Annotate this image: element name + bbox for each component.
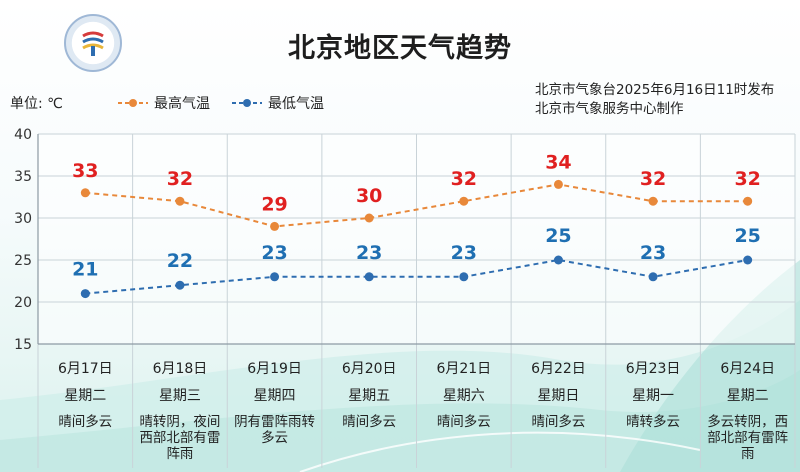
data-label-high: 32 [734, 168, 760, 190]
unit-label: 单位: ℃ [10, 96, 63, 112]
data-point-high [743, 196, 753, 206]
condition-cell: 阴有雷阵雨转 多云 [227, 414, 322, 446]
weekday-label: 星期二 [727, 388, 769, 404]
weekday-label: 星期四 [254, 388, 296, 404]
y-tick-label: 25 [14, 253, 32, 269]
condition-cell: 晴转阴，夜间 西部北部有雷 阵雨 [133, 414, 228, 462]
condition-line: 西部北部有雷 [139, 430, 221, 446]
data-point-high [270, 221, 280, 231]
data-label-low: 25 [545, 225, 571, 247]
condition-line: 晴间多云 [531, 414, 586, 430]
data-label-high: 29 [261, 193, 287, 215]
data-label-high: 30 [356, 185, 382, 207]
data-label-low: 23 [261, 242, 287, 264]
condition-line: 多云 [261, 430, 289, 446]
x-tick-label: 6月21日 [436, 361, 491, 377]
data-point-low [743, 255, 753, 265]
x-tick-label: 6月19日 [247, 361, 302, 377]
data-point-high [175, 196, 185, 206]
legend-high: 最高气温 [118, 93, 210, 113]
data-point-high [364, 213, 374, 223]
data-label-high: 32 [451, 168, 477, 190]
series-line-low [85, 258, 748, 295]
condition-line: 雨 [740, 446, 755, 462]
data-point-low [553, 255, 563, 265]
y-tick-label: 40 [14, 127, 32, 143]
data-label-low: 23 [640, 242, 666, 264]
x-tick-label: 6月20日 [342, 361, 397, 377]
weekday-label: 星期六 [443, 388, 485, 404]
x-tick-label: 6月23日 [626, 361, 681, 377]
data-label-low: 22 [167, 250, 193, 272]
x-tick-label: 6月24日 [720, 361, 775, 377]
x-tick-label: 6月17日 [58, 361, 113, 377]
condition-line: 多云转阴，西 [707, 414, 789, 430]
condition-line: 晴间多云 [342, 414, 397, 430]
series-line-high [85, 183, 748, 228]
condition-cell: 晴转多云 [606, 414, 701, 430]
weekday-label: 星期三 [159, 388, 201, 404]
weekday-label: 星期五 [348, 388, 390, 404]
data-label-low: 23 [356, 242, 382, 264]
y-tick-label: 15 [14, 337, 32, 353]
weekday-label: 星期一 [632, 388, 674, 404]
condition-line: 阴有雷阵雨转 [234, 414, 316, 430]
x-tick-label: 6月22日 [531, 361, 586, 377]
y-tick-label: 30 [14, 211, 32, 227]
data-label-low: 25 [734, 225, 760, 247]
data-label-high: 34 [545, 151, 571, 173]
condition-cell: 晴间多云 [322, 414, 417, 430]
legend-low-label: 最低气温 [268, 96, 324, 112]
legend-high-label: 最高气温 [154, 96, 210, 112]
data-point-low [648, 272, 658, 282]
legend-high-marker [118, 99, 148, 107]
logo-emblem-icon [77, 27, 109, 59]
data-point-high [648, 196, 658, 206]
meteorological-logo [64, 14, 122, 72]
condition-line: 阵雨 [166, 446, 194, 462]
issuer-line-1: 北京市气象台2025年6月16日11时发布 [535, 82, 775, 98]
condition-line: 晴间多云 [58, 414, 113, 430]
data-point-high [459, 196, 469, 206]
condition-line: 部北部有雷阵 [707, 430, 789, 446]
issuer-info: 北京市气象台2025年6月16日11时发布 北京市气象服务中心制作 [535, 81, 774, 119]
data-label-low: 23 [451, 242, 477, 264]
y-tick-label: 35 [14, 169, 32, 185]
data-point-low [175, 280, 185, 290]
y-tick-label: 20 [14, 295, 32, 311]
legend-low-marker [232, 99, 262, 107]
condition-line: 晴间多云 [436, 414, 491, 430]
x-tick-label: 6月18日 [153, 361, 208, 377]
condition-cell: 晴间多云 [417, 414, 512, 430]
data-label-low: 21 [72, 259, 98, 281]
condition-cell: 晴间多云 [38, 414, 133, 430]
data-point-low [459, 272, 469, 282]
weekday-label: 星期日 [537, 388, 579, 404]
data-point-high [80, 188, 90, 198]
data-point-high [553, 179, 563, 189]
data-label-high: 32 [640, 168, 666, 190]
data-label-high: 33 [72, 160, 98, 182]
condition-line: 晴转多云 [626, 414, 681, 430]
condition-cell: 晴间多云 [511, 414, 606, 430]
page-title: 北京地区天气趋势 [288, 33, 512, 64]
data-point-low [80, 289, 90, 299]
weekday-label: 星期二 [64, 388, 106, 404]
condition-line: 晴转阴，夜间 [139, 414, 221, 430]
issuer-line-2: 北京市气象服务中心制作 [535, 101, 684, 117]
data-point-low [270, 272, 280, 282]
data-point-low [364, 272, 374, 282]
data-label-high: 32 [167, 168, 193, 190]
legend-low: 最低气温 [232, 93, 324, 113]
condition-cell: 多云转阴，西 部北部有雷阵雨 [700, 414, 795, 462]
